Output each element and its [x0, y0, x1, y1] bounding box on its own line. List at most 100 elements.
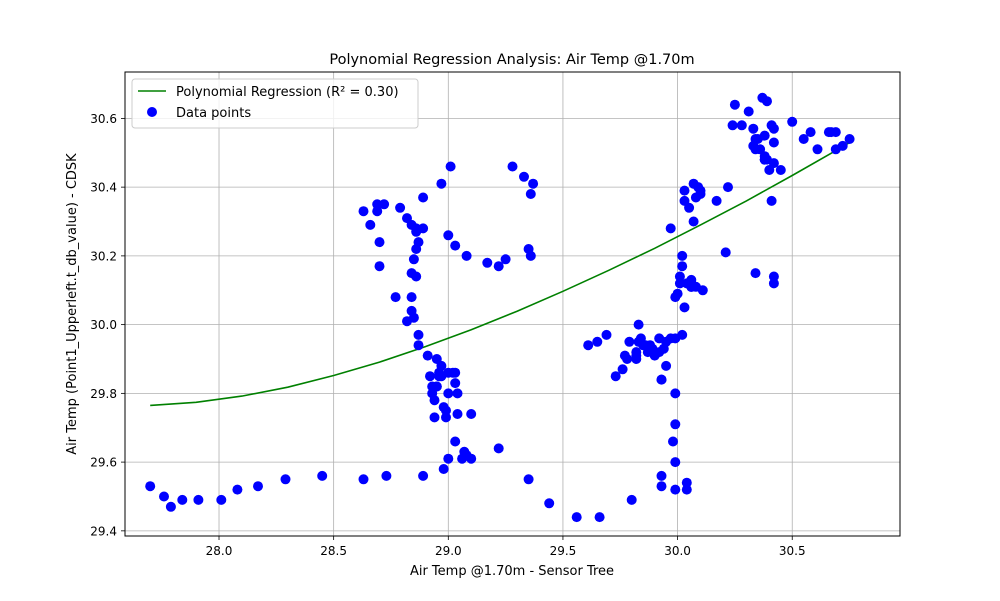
data-point — [493, 261, 504, 272]
data-point — [425, 371, 435, 382]
data-points-series — [145, 92, 855, 523]
data-point — [748, 123, 759, 134]
data-point — [402, 213, 412, 224]
data-point — [466, 453, 477, 464]
data-point — [413, 340, 424, 351]
legend-label-regression: Polynomial Regression (R² = 0.30) — [176, 85, 399, 100]
data-point — [372, 206, 383, 217]
data-point — [723, 182, 733, 193]
data-point — [720, 247, 731, 258]
data-point — [759, 154, 770, 165]
data-point — [523, 474, 534, 485]
data-point — [528, 178, 539, 189]
data-point — [656, 374, 667, 385]
data-point — [406, 292, 417, 303]
data-point — [450, 436, 461, 447]
data-point — [684, 202, 695, 213]
data-point — [681, 477, 692, 488]
data-point — [647, 343, 658, 354]
data-point — [525, 189, 536, 199]
data-point — [766, 195, 777, 206]
y-tick-label: 30.2 — [90, 249, 117, 263]
data-point — [452, 409, 463, 419]
y-tick-label: 30.0 — [90, 318, 117, 332]
data-point — [711, 195, 722, 206]
data-point — [434, 367, 445, 378]
x-tick-label: 30.0 — [664, 544, 691, 558]
data-point — [677, 329, 688, 340]
data-point — [805, 127, 816, 138]
grid-lines — [125, 72, 900, 536]
data-point — [601, 329, 612, 340]
data-point — [406, 268, 417, 279]
data-point — [443, 453, 454, 464]
data-point — [253, 481, 263, 492]
data-point — [571, 512, 582, 523]
data-point — [317, 470, 328, 481]
data-point — [670, 484, 681, 495]
y-tick-label: 29.6 — [90, 456, 117, 470]
data-point — [443, 230, 454, 241]
data-point — [775, 165, 786, 175]
data-point — [374, 237, 385, 248]
plot-frame — [124, 71, 901, 537]
y-tick-label: 30.6 — [90, 112, 117, 126]
legend: Polynomial Regression (R² = 0.30) Data p… — [131, 78, 419, 129]
data-point — [656, 481, 667, 492]
data-point — [768, 278, 779, 289]
data-point — [372, 199, 383, 210]
data-point — [670, 388, 681, 399]
data-point — [690, 192, 701, 203]
data-point — [727, 120, 738, 131]
data-point — [422, 350, 433, 361]
data-point — [631, 347, 642, 358]
data-point — [381, 470, 392, 481]
data-point — [418, 223, 429, 234]
data-point — [672, 288, 683, 299]
data-point — [631, 354, 642, 364]
x-tick-label: 28.5 — [320, 544, 347, 558]
y-tick-label: 29.8 — [90, 387, 117, 401]
data-point — [583, 340, 594, 351]
data-point — [798, 134, 809, 144]
data-point — [450, 240, 461, 251]
data-point — [812, 144, 823, 155]
data-point — [193, 494, 204, 505]
legend-marker-swatch — [147, 107, 157, 117]
data-point — [759, 130, 770, 141]
data-point — [441, 412, 451, 423]
data-point — [493, 443, 504, 454]
data-point — [837, 140, 848, 151]
data-point — [365, 219, 376, 230]
data-point — [674, 278, 685, 289]
data-point — [768, 158, 779, 169]
data-point — [443, 388, 454, 399]
data-point — [768, 137, 779, 148]
data-point — [438, 402, 449, 413]
data-point — [787, 116, 798, 127]
data-point — [145, 481, 156, 492]
data-point — [768, 123, 779, 134]
y-tick-label: 29.4 — [90, 524, 117, 538]
data-point — [670, 457, 681, 468]
legend-label-data-points: Data points — [176, 106, 251, 121]
data-point — [358, 206, 369, 217]
data-point — [436, 178, 447, 189]
data-point — [697, 285, 708, 296]
data-point — [624, 336, 635, 347]
data-point — [390, 292, 401, 303]
y-axis-ticks: 29.4 29.6 29.8 30.0 30.2 30.4 30.6 — [90, 112, 125, 538]
data-point — [592, 336, 603, 347]
data-point — [617, 364, 628, 375]
data-point — [661, 360, 672, 371]
data-point — [762, 96, 772, 107]
data-point — [500, 254, 511, 265]
data-point — [232, 484, 243, 495]
data-point — [736, 120, 747, 131]
x-axis-ticks: 28.0 28.5 29.0 29.5 30.0 30.5 — [206, 536, 806, 558]
data-point — [743, 106, 754, 117]
data-point — [159, 491, 169, 502]
data-point — [679, 302, 690, 313]
x-tick-label: 30.5 — [779, 544, 806, 558]
